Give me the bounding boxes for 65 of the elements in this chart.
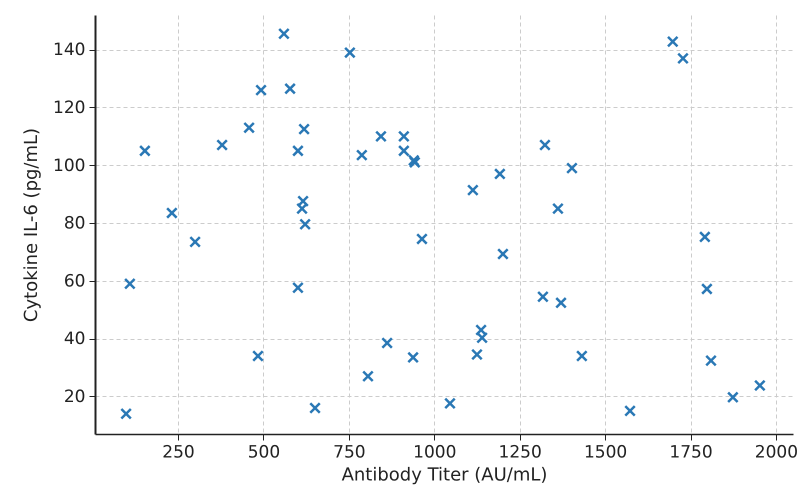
point: [297, 195, 310, 208]
y-tick-label: 80: [64, 214, 86, 234]
x-tick-label: 1500: [584, 442, 628, 462]
point: [252, 350, 264, 362]
point: [120, 408, 132, 420]
point: [309, 402, 322, 414]
point: [536, 290, 549, 303]
point: [407, 351, 420, 364]
y-tick-label: 140: [53, 40, 86, 60]
y-tick-label: 60: [64, 271, 86, 292]
y-tick-label: 120: [53, 98, 86, 118]
point: [138, 144, 151, 157]
point: [624, 404, 636, 417]
point: [189, 236, 202, 248]
point: [705, 354, 717, 367]
point: [726, 391, 739, 404]
y-tick-label: 40: [64, 329, 86, 350]
point: [216, 139, 228, 152]
point: [475, 324, 488, 336]
point: [243, 122, 256, 134]
point: [398, 130, 410, 142]
point: [496, 248, 509, 260]
point: [381, 336, 394, 349]
x-tick-label: 1000: [413, 442, 456, 462]
y-axis-title: Cytokine IL-6 (pg/mL): [21, 128, 42, 322]
point: [344, 46, 356, 59]
point: [296, 202, 308, 215]
point: [166, 206, 178, 219]
point: [700, 282, 713, 295]
point: [284, 82, 296, 95]
point: [754, 379, 766, 392]
point: [292, 282, 304, 294]
x-tick-label: 750: [333, 442, 366, 462]
x-tick-label: 1250: [498, 442, 542, 462]
point: [356, 149, 368, 162]
point: [538, 139, 551, 152]
point: [466, 184, 479, 196]
point: [298, 123, 310, 136]
point: [476, 332, 488, 344]
point: [278, 28, 290, 40]
point: [374, 130, 387, 142]
point: [470, 348, 483, 361]
point: [444, 397, 456, 410]
point: [255, 84, 268, 96]
x-tick-label: 2000: [754, 442, 798, 462]
y-tick-label: 20: [64, 386, 86, 407]
point: [676, 52, 689, 64]
point: [576, 350, 588, 362]
point: [494, 168, 506, 180]
point: [552, 202, 564, 215]
point: [555, 296, 568, 309]
point: [698, 230, 711, 243]
x-tick-label: 250: [162, 442, 195, 462]
point: [398, 144, 410, 157]
x-axis-title: Antibody Titer (AU/mL): [342, 464, 548, 486]
point: [362, 370, 374, 382]
point: [566, 162, 578, 174]
x-tick-label: 500: [248, 442, 280, 462]
y-tick-label: 100: [53, 156, 86, 176]
point: [292, 144, 304, 157]
point: [124, 278, 136, 290]
point: [299, 218, 312, 230]
point: [416, 232, 428, 245]
x-tick-label: 1750: [669, 442, 713, 462]
point: [666, 36, 679, 48]
